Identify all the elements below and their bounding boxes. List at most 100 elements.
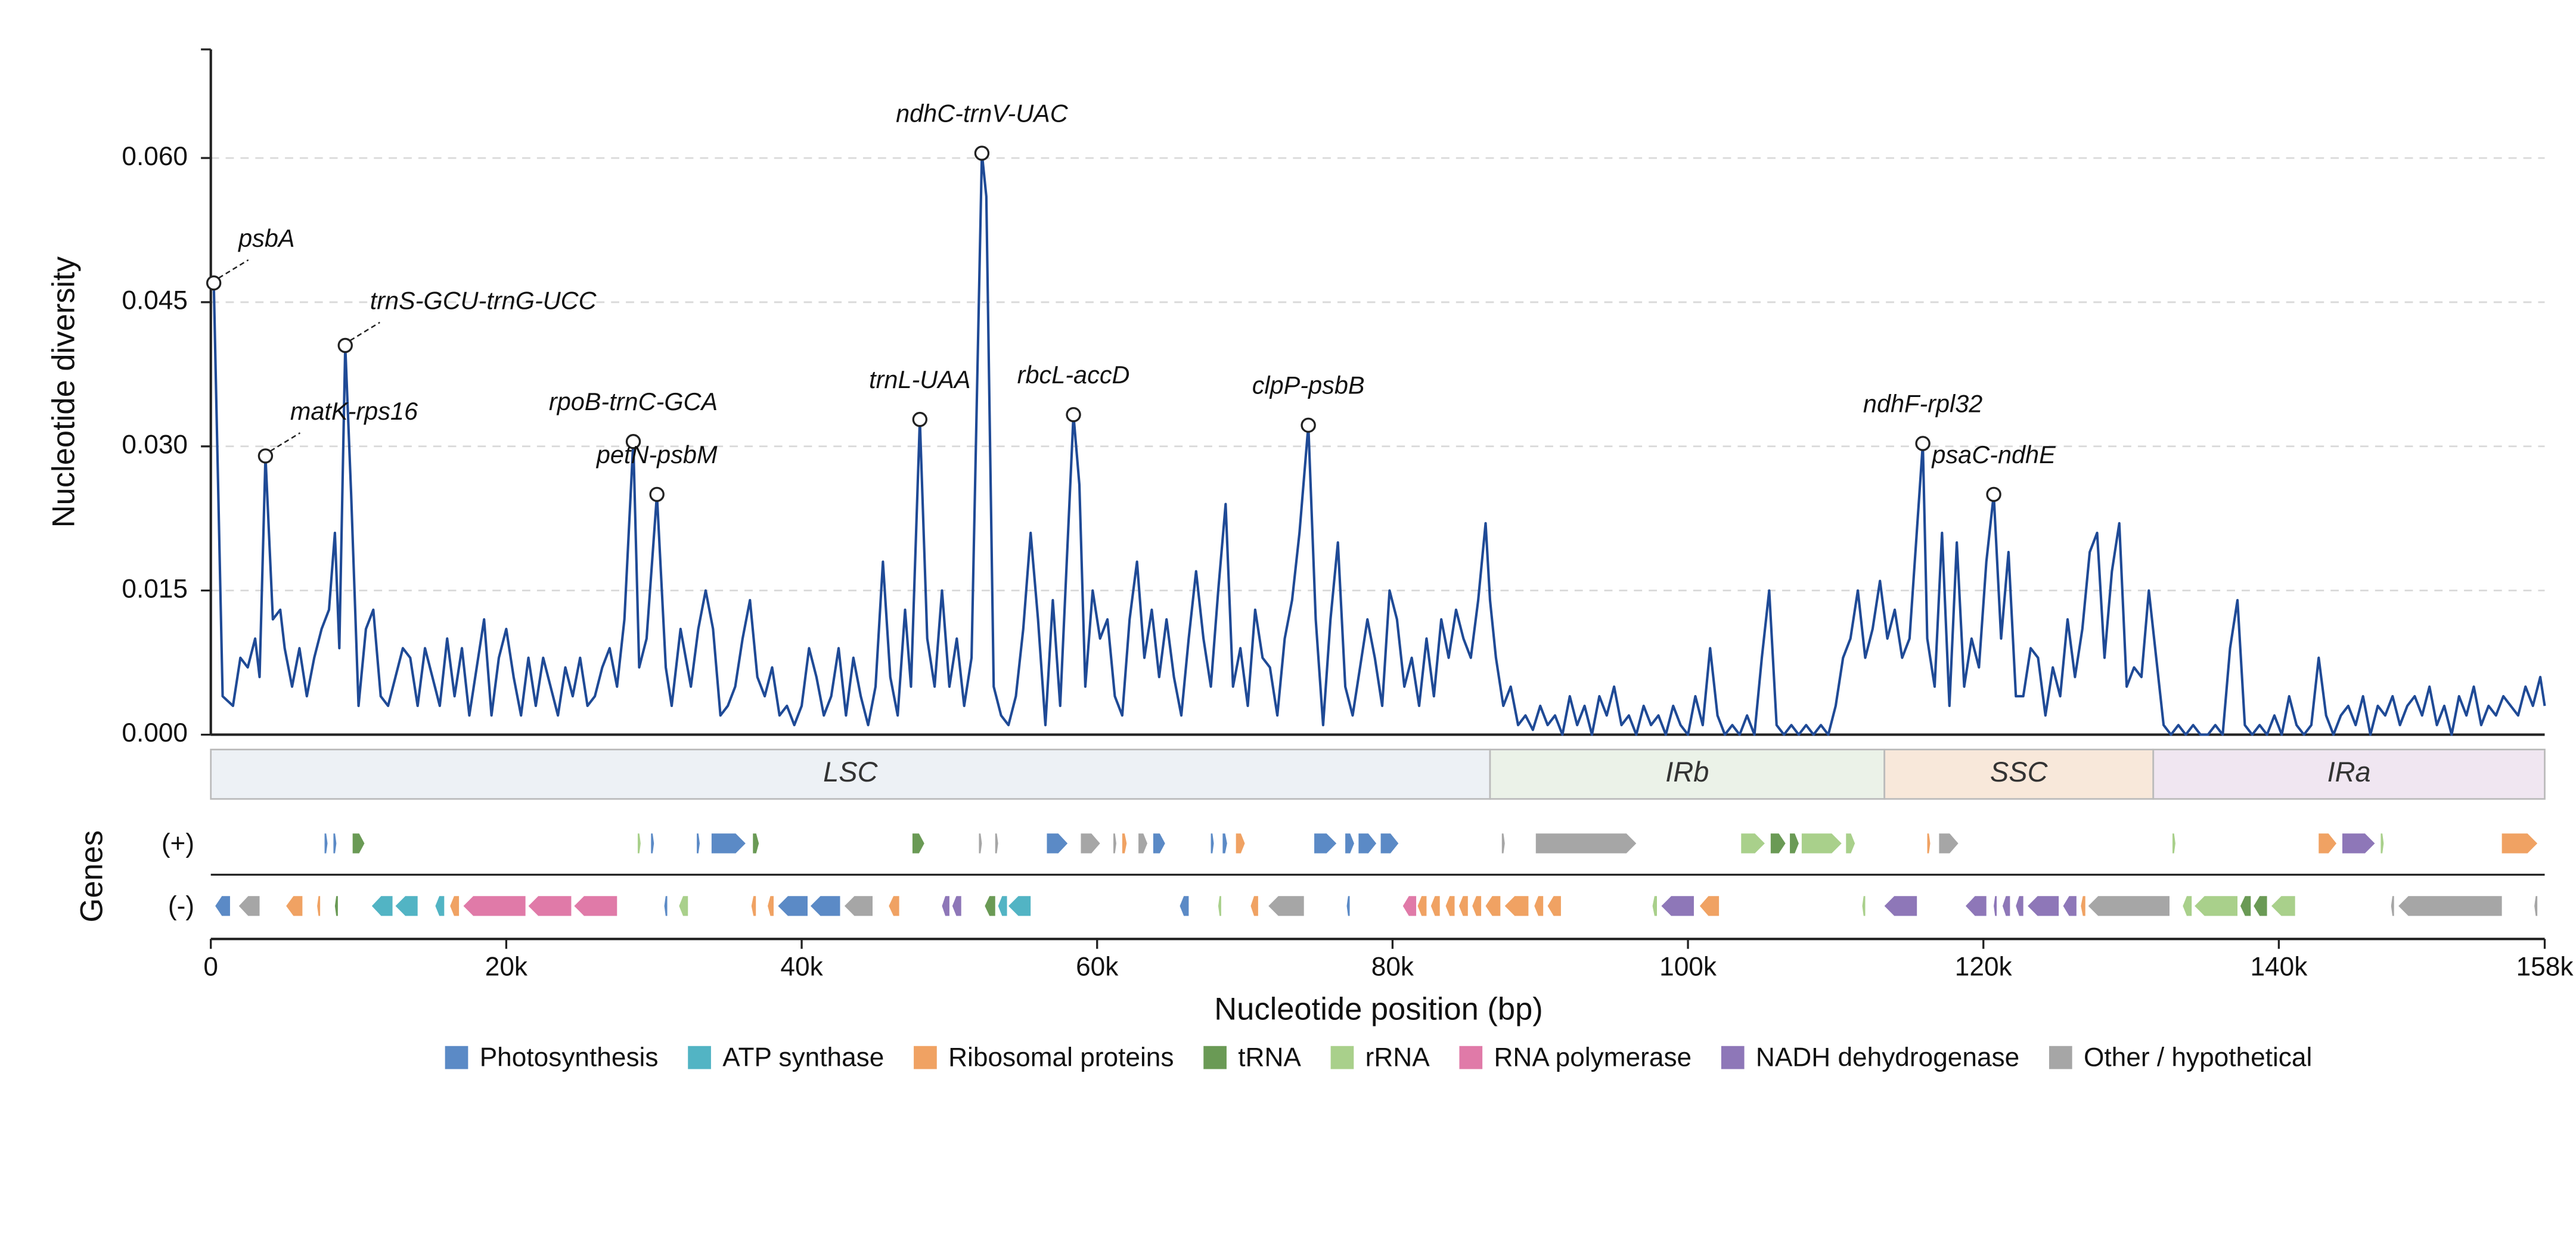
gene: [1445, 896, 1455, 916]
gene: [998, 896, 1007, 916]
peak-marker: [206, 275, 222, 291]
gene: [2081, 896, 2085, 916]
gene: [1380, 833, 1399, 854]
gene: [679, 896, 688, 916]
peak-marker: [974, 145, 990, 161]
gene: [1236, 833, 1245, 854]
gene: [333, 833, 337, 854]
gene: [2381, 833, 2384, 854]
gene: [1699, 896, 1720, 916]
gene: [2342, 833, 2375, 854]
gene: [215, 896, 230, 916]
gene: [2028, 896, 2059, 916]
region-label: IRb: [1665, 756, 1709, 787]
legend: Photosynthesis ATP synthase Ribosomal prot…: [445, 1043, 2312, 1072]
x-tick-label: 80k: [1371, 953, 1414, 982]
y-tick-label: 0.015: [122, 574, 188, 603]
diversity-line: [212, 151, 2546, 736]
region-label: LSC: [823, 756, 878, 787]
gene: [2391, 896, 2394, 916]
gene: [912, 833, 924, 854]
legend-swatch: [688, 1046, 711, 1069]
gene: [1081, 833, 1100, 854]
gene: [768, 896, 774, 916]
x-tick-label: 120k: [1955, 953, 2013, 982]
gene: [1047, 833, 1068, 854]
gene: [1122, 833, 1127, 854]
gene: [1430, 896, 1440, 916]
gene: [2501, 833, 2538, 854]
region-label: SSC: [1990, 756, 2049, 787]
peak-marker: [912, 411, 928, 427]
gene: [979, 833, 982, 854]
genes-label: Genes: [74, 830, 109, 923]
gene: [995, 833, 998, 854]
gene: [2063, 896, 2077, 916]
legend-label: Ribosomal proteins: [948, 1043, 1174, 1072]
gene: [637, 833, 641, 854]
legend-label: rRNA: [1365, 1043, 1430, 1072]
gene: [1927, 833, 1931, 854]
peak-marker: [649, 486, 665, 503]
annotation-label: trnS-GCU-trnG-UCC: [370, 287, 597, 315]
gene: [2240, 896, 2251, 916]
gene: [2016, 896, 2023, 916]
gene: [528, 896, 572, 916]
region: [1489, 748, 1886, 800]
gene: [1358, 833, 1377, 854]
gene: [2002, 896, 2010, 916]
gene: [2254, 896, 2267, 916]
gene: [1180, 896, 1189, 916]
y-tick-label: 0.000: [122, 718, 188, 748]
gene: [371, 896, 393, 916]
x-tick-label: 20k: [485, 953, 528, 982]
gene: [1534, 896, 1544, 916]
gene: [2271, 896, 2295, 916]
y-tick-label: 0.060: [122, 142, 188, 171]
gene: [2195, 896, 2238, 916]
gene: [2534, 896, 2538, 916]
legend-swatch: [1721, 1046, 1745, 1069]
gene: [1965, 896, 1987, 916]
gene: [324, 833, 328, 854]
annotation-label: ndhF-rpl32: [1863, 389, 1982, 417]
region: [2152, 748, 2546, 800]
gene: [1501, 833, 1505, 854]
annotation-label: psbA: [237, 224, 294, 252]
annotation-label: rpoB-trnC-GCA: [549, 387, 718, 415]
gene: [753, 833, 759, 854]
gene: [1472, 896, 1482, 916]
gene: [2319, 833, 2337, 854]
gene: [2088, 896, 2170, 916]
gene: [1138, 833, 1147, 854]
gene: [1661, 896, 1694, 916]
legend-swatch: [1203, 1046, 1227, 1069]
peak-marker: [1066, 407, 1081, 423]
gene: [1417, 896, 1427, 916]
gene: [711, 833, 746, 854]
annotation-label: rbcL-accD: [1017, 361, 1130, 389]
gene: [450, 896, 460, 916]
annotation-label: psaC-ndhE: [1931, 441, 2056, 469]
gene: [1994, 896, 1997, 916]
gene: [435, 896, 445, 916]
peak-marker: [625, 434, 641, 449]
peak-marker: [1915, 436, 1931, 451]
legend-swatch: [914, 1046, 937, 1069]
gene: [942, 896, 949, 916]
gene: [2398, 896, 2502, 916]
gene: [985, 896, 995, 916]
leader-line: [270, 432, 301, 452]
region: [1883, 748, 2155, 800]
gene: [1741, 833, 1765, 854]
x-tick-label: 158k: [2516, 953, 2574, 982]
gene: [889, 896, 899, 916]
gene: [1346, 896, 1350, 916]
gene: [1652, 896, 1658, 916]
x-tick-label: 60k: [1076, 953, 1119, 982]
gene: [2183, 896, 2192, 916]
legend-label: NADH dehydrogenase: [1756, 1043, 2019, 1072]
gene: [778, 896, 808, 916]
gene: [651, 833, 654, 854]
leader-line: [349, 321, 380, 342]
